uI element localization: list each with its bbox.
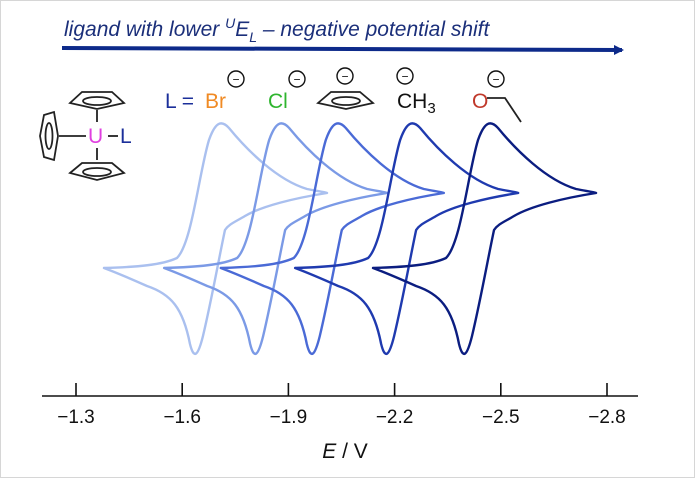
charge-cp-symbol: − (341, 70, 348, 84)
charge-ch3-icon: − (396, 67, 414, 85)
banner: ligand with lower UEL – negative potenti… (61, 15, 624, 55)
metal-label: U (88, 125, 103, 148)
ligand-ch3: CH3 (397, 90, 436, 117)
ligand-cp-ring-icon (316, 91, 375, 110)
ligand-ch3-main: CH (397, 90, 427, 113)
complex-structure (39, 91, 126, 181)
banner-title: ligand with lower UEL – negative potenti… (64, 15, 491, 45)
x-tick-label: −1.3 (57, 407, 95, 428)
top-cp-ring-icon (68, 91, 126, 110)
x-axis: −1.3 −1.6 −1.9 −2.2 −2.5 −2.8 (42, 383, 638, 428)
banner-symbol: E (235, 18, 250, 41)
x-tick-label: −1.9 (270, 407, 308, 428)
x-tick-label: −2.8 (588, 407, 626, 428)
x-tick-label: −2.2 (376, 407, 414, 428)
ligand-ethoxide: O (472, 90, 488, 113)
ligand-cl: Cl (268, 90, 288, 113)
ligand-row: L = Br − Cl − − − CH3 O (165, 67, 522, 123)
shift-arrow-icon (61, 44, 624, 55)
charge-cl-symbol: − (293, 73, 300, 87)
x-axis-label-symbol: E (322, 440, 337, 463)
charge-ethoxide-icon: − (487, 70, 505, 88)
bottom-cp-ring-icon (68, 162, 126, 181)
banner-text-after: – negative potential shift (257, 18, 490, 41)
charge-ch3-symbol: − (401, 70, 408, 84)
charge-ethoxide-symbol: − (492, 73, 499, 87)
ligand-br: Br (205, 90, 226, 113)
ethyl-chain-icon (487, 97, 522, 123)
banner-superscript: U (225, 15, 236, 31)
ligand-label: L (120, 125, 132, 148)
charge-br-icon: − (227, 70, 245, 88)
x-tick-label: −2.5 (482, 407, 520, 428)
cv-trace-br (102, 122, 329, 355)
charge-br-symbol: − (232, 73, 239, 87)
x-axis-label-unit: / V (336, 440, 368, 463)
left-cp-ring-icon (39, 110, 59, 162)
cv-trace-c5h5 (219, 122, 445, 355)
banner-subscript: L (249, 29, 257, 45)
cv-trace-oet (371, 122, 598, 355)
x-tick-label: −1.6 (163, 407, 201, 428)
ligand-prefix: L = (165, 90, 194, 113)
cv-trace-cl (162, 122, 389, 355)
cv-trace-ch3 (293, 122, 520, 355)
x-axis-label: E / V (322, 440, 368, 463)
cv-traces (102, 122, 598, 355)
charge-cl-icon: − (288, 70, 306, 88)
banner-text-before: ligand with lower (64, 18, 225, 41)
charge-cp-icon: − (336, 67, 354, 85)
ligand-ch3-subscript: 3 (427, 100, 435, 117)
